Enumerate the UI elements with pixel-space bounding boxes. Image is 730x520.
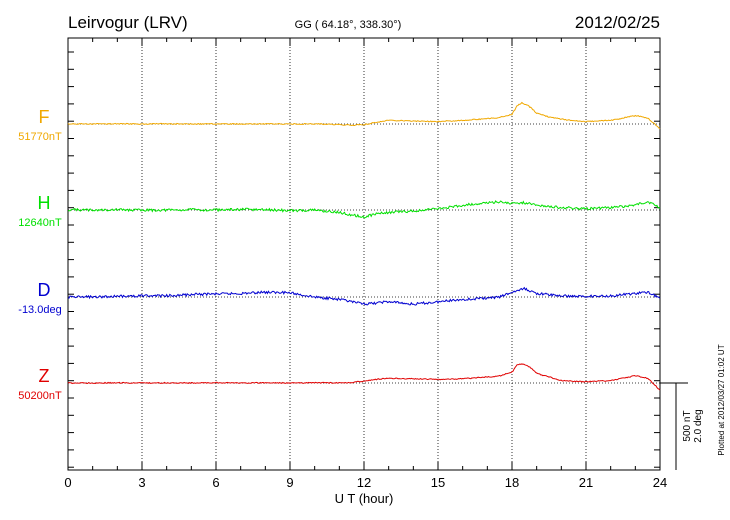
scale-label-deg: 2.0 deg — [693, 409, 704, 442]
series-baseline-label-H: 12640nT — [18, 217, 62, 229]
series-line-F — [67, 101, 661, 130]
x-axis-label: U T (hour) — [335, 491, 394, 506]
station-title: Leirvogur (LRV) — [68, 13, 188, 32]
xtick-label-6: 6 — [212, 475, 219, 490]
xtick-label-9: 9 — [286, 475, 293, 490]
series-baseline-label-D: -13.0deg — [18, 304, 61, 316]
series-D: D -13.0deg — [18, 280, 661, 316]
series-baseline-label-F: 51770nT — [18, 131, 62, 143]
xtick-label-18: 18 — [505, 475, 519, 490]
xtick-label-12: 12 — [357, 475, 371, 490]
series-name-D: D — [38, 280, 51, 300]
scale-bar: 500 nT 2.0 deg — [660, 382, 704, 470]
series-group: F 51770nT H 12640nT D -13.0deg Z 50200nT — [18, 101, 661, 402]
plotted-at-note: Plotted at 2012/03/27 01:02 UT — [717, 344, 726, 455]
series-baseline-label-Z: 50200nT — [18, 390, 62, 402]
series-line-H — [67, 200, 661, 219]
x-tick-labels: 0 3 6 9 12 15 18 21 24 — [64, 475, 667, 490]
xtick-label-24: 24 — [653, 475, 667, 490]
axis-ticks — [67, 38, 661, 470]
xtick-label-0: 0 — [64, 475, 71, 490]
series-name-Z: Z — [39, 366, 50, 386]
coordinates-label: GG ( 64.18°, 338.30°) — [295, 19, 402, 31]
series-H: H 12640nT — [18, 193, 661, 229]
xtick-label-21: 21 — [579, 475, 593, 490]
series-F: F 51770nT — [18, 101, 661, 143]
xtick-label-3: 3 — [138, 475, 145, 490]
series-name-H: H — [38, 193, 51, 213]
series-line-Z — [67, 363, 661, 391]
series-name-F: F — [39, 107, 50, 127]
xtick-label-15: 15 — [431, 475, 445, 490]
scale-label-nt: 500 nT — [682, 410, 693, 441]
date-label: 2012/02/25 — [575, 13, 660, 32]
vertical-gridlines — [141, 38, 587, 470]
series-line-D — [67, 286, 661, 306]
series-Z: Z 50200nT — [18, 363, 661, 402]
